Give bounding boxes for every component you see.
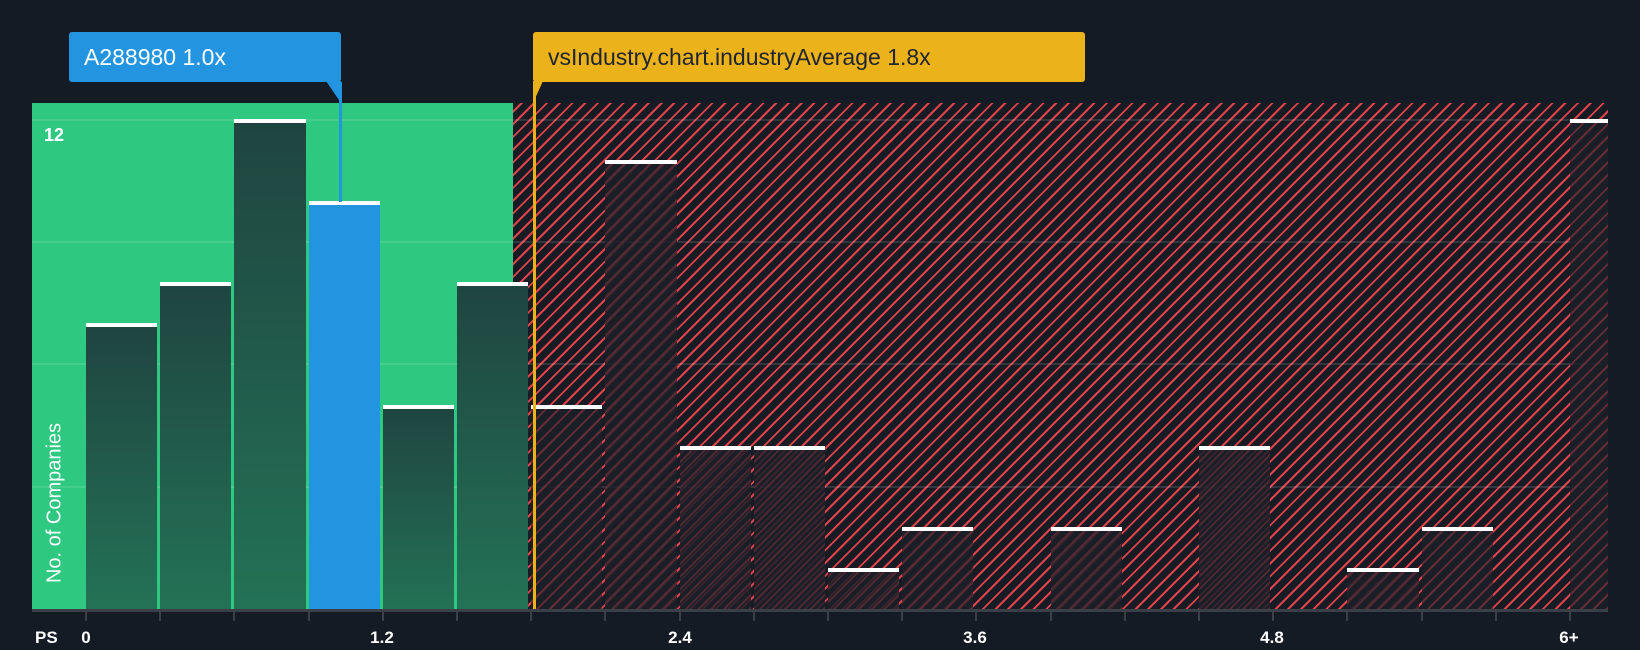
bar-cap: [605, 159, 677, 164]
x-axis-tick: [85, 611, 87, 621]
bar-cap: [1199, 445, 1271, 450]
x-axis-tick: [1420, 611, 1423, 621]
y-tick-label-12: 12: [44, 125, 65, 145]
bar-cap: [1050, 527, 1122, 532]
histogram-bar: [753, 445, 825, 609]
bar-cap: [382, 404, 454, 409]
x-axis-tick: [1272, 611, 1275, 621]
industry-average-line: [533, 82, 536, 609]
x-axis-tick: [159, 611, 162, 621]
bar-cap: [1421, 527, 1493, 532]
x-axis-tick: [604, 611, 607, 621]
bar-cap: [753, 445, 825, 450]
x-axis-tick: [530, 611, 533, 621]
industry-average-callout: vsIndustry.chart.industryAverage 1.8x: [533, 32, 1085, 82]
x-tick-label-4-8: 4.8: [1260, 628, 1284, 647]
x-axis-line: [32, 609, 1608, 612]
bar-cap: [902, 527, 974, 532]
gridline-6: [32, 363, 1608, 365]
bar-cap: [457, 282, 529, 287]
gridline-9: [32, 241, 1608, 243]
x-axis-tick: [752, 611, 755, 621]
bar-cap: [234, 119, 306, 123]
x-axis-tick: [381, 611, 384, 621]
industry-callout-pointer: [533, 81, 543, 103]
company-callout-pointer: [326, 81, 341, 103]
x-axis-tick: [1569, 611, 1571, 621]
x-tick-label-3-6: 3.6: [963, 628, 987, 647]
chart-plot-area: [32, 103, 1608, 609]
x-axis-tick: [901, 611, 904, 621]
histogram-bar: [1050, 527, 1122, 609]
x-axis-tick: [307, 611, 310, 621]
histogram-bar: [234, 119, 306, 609]
company-marker-line: [339, 82, 342, 202]
x-axis-title: PS: [35, 628, 58, 647]
gridline-12: [32, 119, 1608, 121]
x-axis-tick: [456, 611, 458, 621]
bar-cap: [828, 568, 900, 573]
x-axis-tick: [827, 611, 829, 621]
x-axis-tick: [678, 611, 681, 621]
histogram-bar: [382, 404, 454, 609]
histogram-bar: [1199, 445, 1271, 609]
histogram-bar: [1347, 568, 1419, 609]
x-axis-tick: [1123, 611, 1126, 621]
x-axis-tick: [1346, 611, 1349, 621]
x-axis-tick: [1198, 611, 1200, 621]
histogram-bar: [828, 568, 900, 609]
histogram-bar: [902, 527, 974, 609]
highlighted-bar: [308, 200, 380, 609]
bar-cap: [160, 282, 232, 287]
y-axis-title: No. of Companies: [43, 422, 66, 584]
histogram-bar: [86, 323, 158, 609]
x-tick-label-6-plus: 6+: [1559, 628, 1579, 647]
company-callout: A288980 1.0x: [69, 32, 341, 82]
bar-cap: [1570, 119, 1608, 123]
above-industry-zone: [513, 103, 1608, 609]
bar-cap: [679, 445, 751, 450]
bar-cap: [531, 404, 603, 409]
x-axis-tick: [1049, 611, 1052, 621]
histogram-bar: [679, 445, 751, 609]
bar-cap: [308, 200, 380, 205]
x-axis-tick: [1494, 611, 1497, 621]
bar-cap: [86, 323, 158, 328]
histogram-bar: [160, 282, 232, 609]
bar-cap: [1347, 568, 1419, 573]
histogram-bar: [1421, 527, 1493, 609]
x-tick-label-0: 0: [81, 628, 91, 647]
histogram-bar: [605, 159, 677, 609]
x-tick-label-2-4: 2.4: [668, 628, 692, 647]
x-axis-tick: [975, 611, 978, 621]
x-tick-label-1-2: 1.2: [370, 628, 394, 647]
histogram-bar: [457, 282, 529, 609]
histogram-bar: [531, 404, 603, 609]
histogram-bar: [1570, 119, 1608, 609]
x-axis-tick: [233, 611, 236, 621]
